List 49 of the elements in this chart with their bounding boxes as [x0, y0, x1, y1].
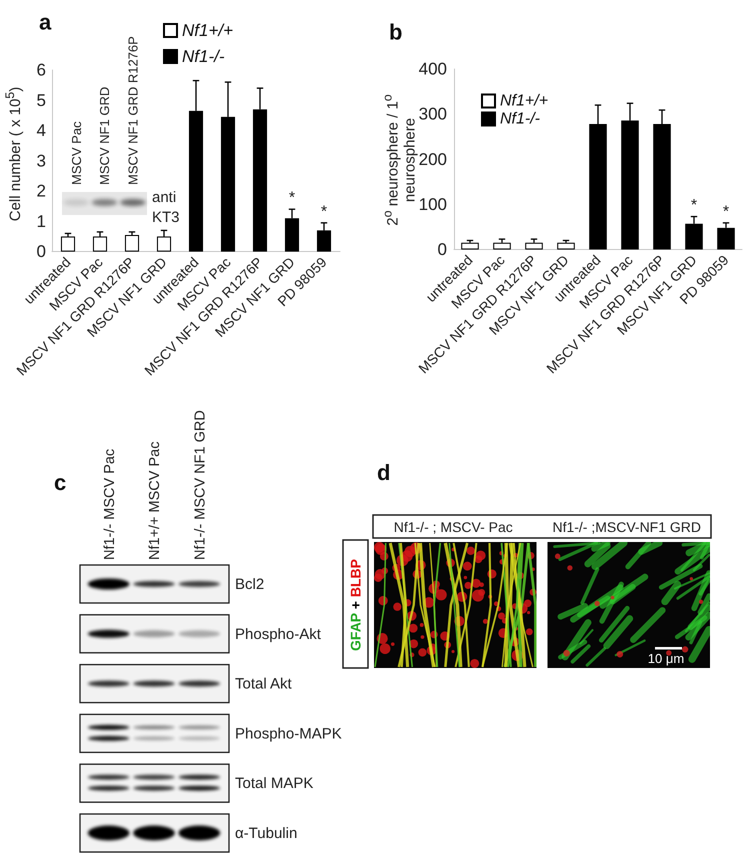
bar	[557, 242, 575, 250]
bar	[60, 236, 76, 252]
category-label: Nf1-/- MSCV NF1 GRD	[192, 410, 209, 560]
text: 10 μm	[648, 651, 684, 666]
text: GFAP + BLBP	[348, 559, 364, 651]
y-tick-label: 2	[36, 182, 46, 201]
text: c	[54, 470, 66, 495]
bar	[717, 228, 735, 250]
y-tick-label: 6	[36, 60, 46, 80]
y-tick-label: 3	[36, 151, 46, 170]
bar	[461, 242, 479, 250]
category-label: Nf1-/- ;MSCV-NF1 GRD	[552, 519, 702, 535]
category-label: α-Tubulin	[235, 825, 298, 842]
bar	[124, 234, 140, 252]
data-label: *	[722, 203, 730, 220]
y-tick-label: 5	[36, 90, 46, 110]
y-tick-label: 100	[418, 194, 447, 214]
data-label: *	[690, 197, 698, 214]
y-tick-label: 1	[36, 212, 46, 231]
bar	[92, 236, 108, 252]
data-label: *	[320, 203, 328, 220]
legend-label: Nf1-/-	[500, 110, 540, 128]
y-tick-label: 0	[438, 240, 447, 259]
category-label: Nf1+/+ MSCV Pac	[147, 442, 164, 560]
y-tick-label: 200	[418, 150, 447, 169]
annotation: MSCV NF1 GRD R1276P	[126, 36, 141, 185]
y-tick-label: 300	[418, 104, 447, 124]
category-label: Nf1-/- ; MSCV- Pac	[394, 519, 513, 535]
annotation: MSCV Pac	[68, 120, 84, 185]
bar	[525, 242, 543, 250]
legend-label: Nf1+/+	[182, 21, 234, 40]
category-label: Phospho-MAPK	[235, 725, 342, 742]
chart-title: b	[389, 20, 402, 44]
data-label: *	[288, 190, 296, 207]
text: d	[377, 460, 390, 485]
bar	[493, 242, 511, 250]
y-tick-label: 0	[36, 242, 46, 262]
category-label: Phospho-Akt	[235, 626, 321, 643]
category-label: Total Akt	[235, 676, 292, 693]
chart-title: a	[39, 10, 52, 34]
annotation: anti KT3	[152, 189, 180, 226]
y-tick-label: 4	[36, 121, 46, 140]
category-label: Bcl2	[235, 576, 264, 593]
category-label: Nf1-/- MSCV Pac	[102, 448, 118, 560]
legend-label: Nf1-/-	[182, 47, 225, 66]
category-label: Total MAPK	[235, 775, 314, 792]
y-tick-label: 400	[418, 60, 447, 78]
legend-label: Nf1+/+	[500, 92, 548, 110]
annotation: MSCV NF1 GRD	[97, 86, 112, 185]
